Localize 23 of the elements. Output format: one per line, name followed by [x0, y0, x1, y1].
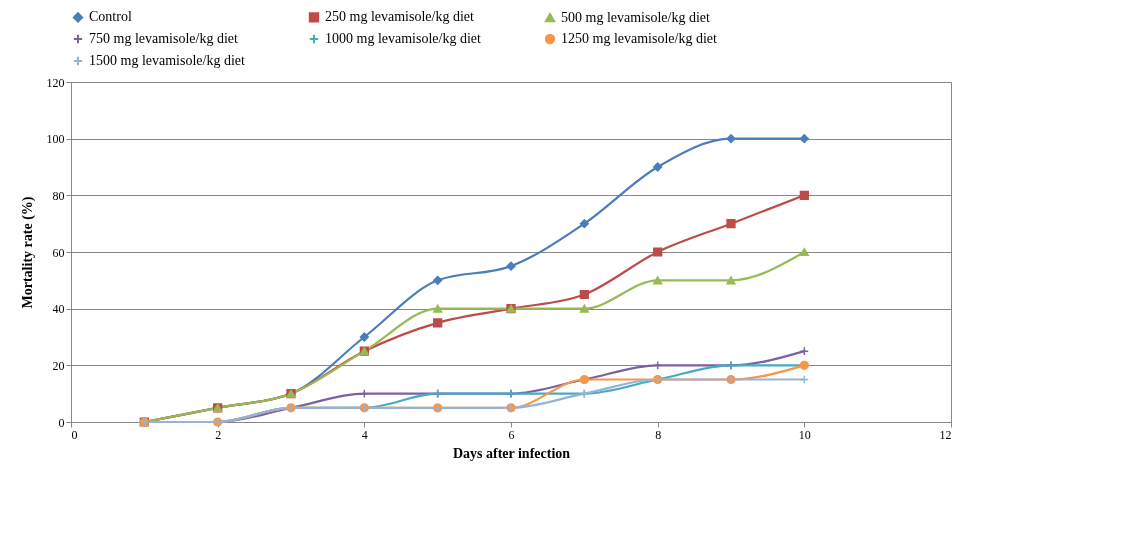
x-tick-label: 4: [361, 427, 368, 442]
legend-label: Control: [89, 9, 132, 25]
y-tick-label: 0: [58, 415, 65, 430]
x-tick-label: 2: [215, 427, 222, 442]
y-tick-label: 120: [46, 75, 65, 90]
x-tick-label: 10: [798, 427, 811, 442]
y-tick-label: 20: [52, 358, 65, 373]
x-tick-label: 12: [939, 427, 952, 442]
x-tick-label: 8: [655, 427, 662, 442]
legend-label: 1250 mg levamisole/kg diet: [561, 31, 718, 46]
x-tick-label: 6: [508, 427, 515, 442]
legend-label: 500 mg levamisole/kg diet: [561, 9, 711, 25]
y-axis-title: Mortality rate (%): [19, 196, 36, 309]
legend-label: 1500 mg levamisole/kg diet: [89, 53, 246, 68]
legend-label: 750 mg levamisole/kg diet: [89, 31, 239, 46]
legend-label: 250 mg levamisole/kg diet: [325, 9, 475, 25]
y-tick-label: 60: [52, 245, 65, 260]
legend-label: 1000 mg levamisole/kg diet: [325, 31, 482, 46]
y-tick-label: 40: [52, 302, 65, 317]
x-tick-label: 0: [71, 427, 78, 442]
y-tick-label: 80: [52, 188, 65, 203]
y-tick-label: 100: [46, 132, 65, 147]
x-axis-title: Days after infection: [452, 445, 571, 461]
